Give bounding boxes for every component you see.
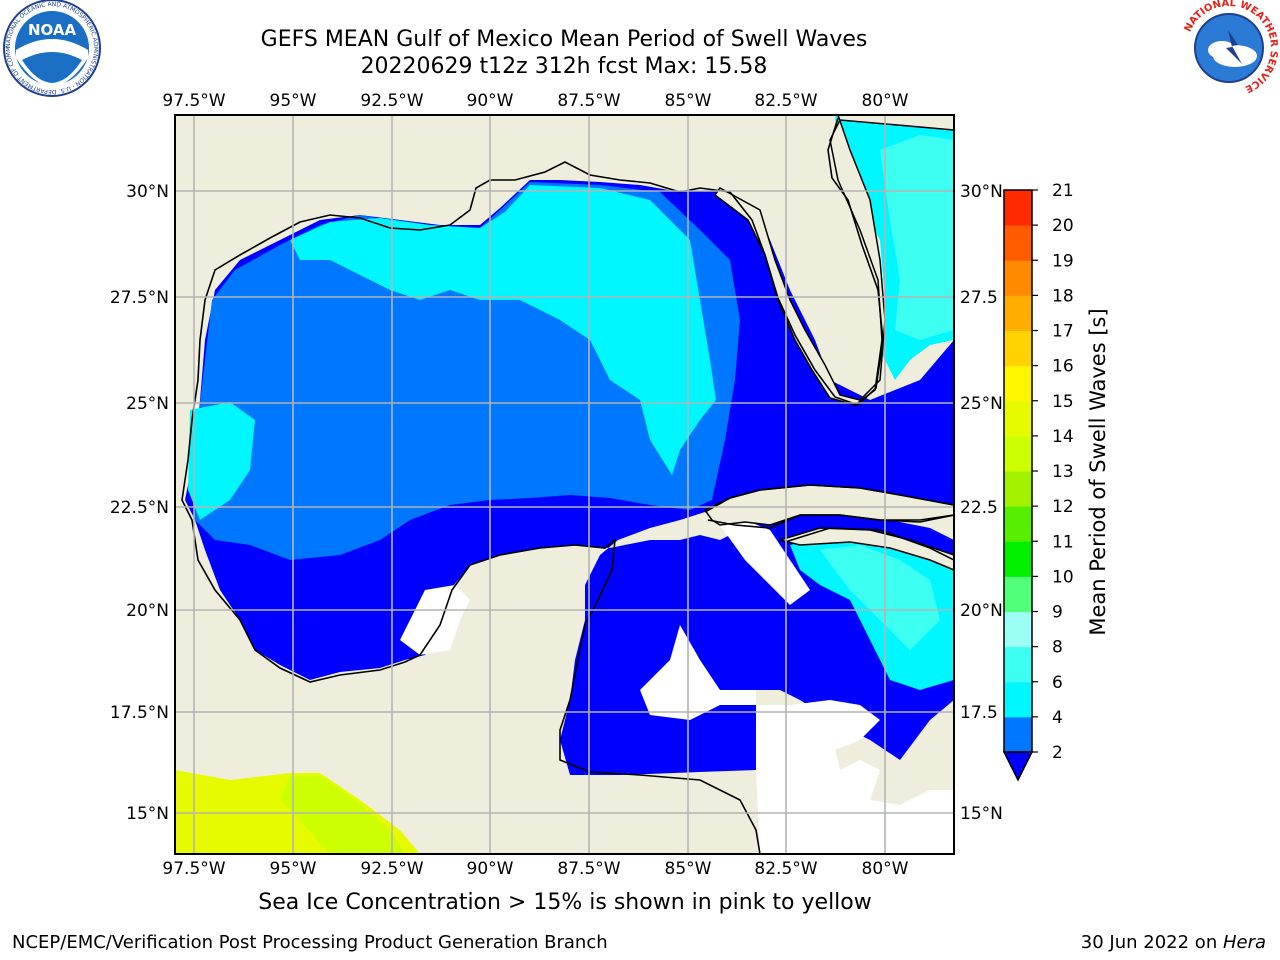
map-frame — [174, 114, 955, 855]
sea-ice-patch-inner — [280, 776, 405, 854]
colorbar-segment — [1004, 716, 1032, 753]
lat-labels-left: 30°N 27.5°N 25°N 22.5°N 20°N 17.5°N 15°N — [110, 182, 169, 824]
florida-atlantic-swell-light — [880, 135, 954, 340]
lat-label: 20°N — [960, 601, 1003, 621]
lon-label: 97.5°W — [162, 859, 225, 879]
chart-subtitle: 20220629 t12z 312h fcst Max: 15.58 — [360, 54, 768, 79]
lon-label: 80°W — [862, 859, 909, 879]
lat-label: 17.5 — [960, 703, 998, 723]
colorbar-tick-label: 6 — [1052, 673, 1063, 693]
lat-label: 15°N — [126, 804, 169, 824]
caribbean-swell-8 — [820, 545, 940, 650]
lat-label: 17.5°N — [110, 703, 169, 723]
lat-label: 30°N — [126, 182, 169, 202]
lon-label: 95°W — [270, 859, 317, 879]
map-area — [175, 115, 954, 854]
colorbar-tick-label: 10 — [1052, 567, 1074, 587]
colorbar-tick-label: 19 — [1052, 251, 1074, 271]
noaa-logo-icon: NOAA NATIONAL OCEANIC AND ATMOSPHERIC AD… — [0, 0, 101, 97]
lon-label: 85°W — [665, 91, 712, 111]
colorbar-tick-label: 21 — [1052, 181, 1074, 201]
colorbar-segment — [1004, 330, 1032, 367]
colorbar-tick-label: 14 — [1052, 427, 1074, 447]
colorbar-tick-label: 17 — [1052, 322, 1074, 342]
colorbar-tick-label: 9 — [1052, 603, 1063, 623]
lon-label: 80°W — [862, 91, 909, 111]
noaa-logo-text: NOAA — [28, 21, 77, 39]
florida-land — [713, 115, 954, 406]
lon-label: 87.5°W — [557, 859, 620, 879]
lon-label: 95°W — [270, 91, 317, 111]
colorbar-tick-label: 2 — [1052, 743, 1063, 763]
lat-label: 27.5 — [960, 288, 998, 308]
colorbar-tick-label: 18 — [1052, 286, 1074, 306]
colorbar-extend-triangle — [1002, 751, 1034, 782]
lat-labels-right: 30°N 27.5 25°N 22.5 20°N 17.5 15°N — [960, 182, 1003, 824]
gulf-swell-6-8-west — [188, 402, 255, 520]
lon-label: 92.5°W — [360, 91, 423, 111]
lat-label: 15°N — [960, 804, 1003, 824]
chart-title: GEFS MEAN Gulf of Mexico Mean Period of … — [260, 27, 868, 52]
lat-label: 30°N — [960, 182, 1003, 202]
map-gridlines — [175, 115, 954, 854]
colorbar-segment — [1004, 471, 1032, 507]
colorbar-segment — [1004, 576, 1032, 612]
colorbar-segment — [1004, 225, 1032, 261]
colorbar-tick-label: 4 — [1052, 708, 1063, 728]
no-data-area-yucatan-channel — [720, 520, 810, 605]
colorbar-segment — [1004, 541, 1032, 577]
colorbar-segment — [1004, 646, 1032, 683]
lon-label: 87.5°W — [557, 91, 620, 111]
colorbar-segment — [1004, 400, 1032, 437]
nws-logo-icon: NATIONAL WEATHER SERVICE — [1182, 0, 1279, 95]
date-credit: 30 Jun 2022 on Hera — [1081, 932, 1266, 953]
lat-label: 27.5°N — [110, 288, 169, 308]
colorbar: 2 4 6 8 9 10 11 12 13 14 15 16 17 18 19 20 21 — [1002, 181, 1074, 782]
sea-ice-note: Sea Ice Concentration > 15% is shown in … — [258, 890, 872, 915]
lon-label: 82.5°W — [754, 91, 817, 111]
colorbar-tick-label: 12 — [1052, 497, 1074, 517]
cuba-coastline — [704, 484, 954, 561]
no-data-area-campeche — [400, 585, 470, 655]
lon-label: 90°W — [467, 91, 514, 111]
colorbar-label: Mean Period of Swell Waves [s] — [1086, 308, 1110, 635]
lat-label: 22.5 — [960, 498, 998, 518]
lat-label: 22.5°N — [110, 498, 169, 518]
colorbar-segment — [1004, 506, 1032, 542]
gulf-coastline — [181, 115, 954, 854]
lon-label: 90°W — [467, 859, 514, 879]
colorbar-segment — [1004, 365, 1032, 402]
colorbar-tick-label: 15 — [1052, 392, 1074, 412]
no-data-area-caribbean — [640, 625, 954, 854]
lat-label: 25°N — [126, 394, 169, 414]
lat-label: 20°N — [126, 601, 169, 621]
lon-label: 97.5°W — [162, 91, 225, 111]
credit-text: NCEP/EMC/Verification Post Processing Pr… — [12, 932, 608, 953]
host-name: Hera — [1222, 932, 1266, 953]
colorbar-segment — [1004, 435, 1032, 472]
gulf-swell-6-8-north — [290, 185, 716, 475]
colorbar-segment — [1004, 190, 1032, 226]
lon-label: 92.5°W — [360, 859, 423, 879]
colorbar-tick-label: 16 — [1052, 357, 1074, 377]
date-text: 30 Jun 2022 on — [1080, 932, 1223, 953]
colorbar-segment — [1004, 260, 1032, 296]
lon-labels-bottom: 97.5°W 95°W 92.5°W 90°W 87.5°W 85°W 82.5… — [162, 859, 908, 879]
lon-label: 85°W — [665, 859, 712, 879]
colorbar-tick-label: 8 — [1052, 638, 1063, 658]
colorbar-tick-label: 11 — [1052, 532, 1074, 552]
lon-label: 82.5°W — [754, 859, 817, 879]
colorbar-segment — [1004, 295, 1032, 331]
colorbar-tick-label: 20 — [1052, 216, 1074, 236]
colorbar-segment — [1004, 611, 1032, 648]
lat-label: 25°N — [960, 394, 1003, 414]
lon-labels-top: 97.5°W 95°W 92.5°W 90°W 87.5°W 85°W 82.5… — [162, 91, 908, 111]
colorbar-segment — [1004, 681, 1032, 718]
colorbar-tick-label: 13 — [1052, 462, 1074, 482]
